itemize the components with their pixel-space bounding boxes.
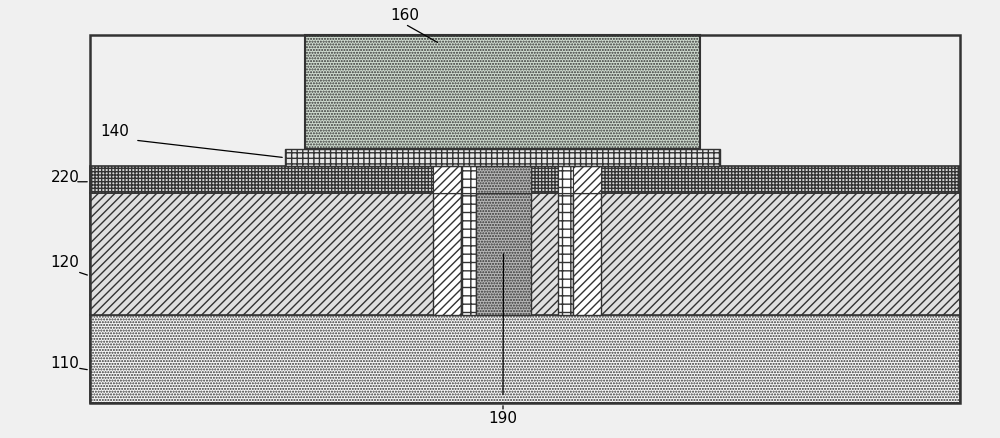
Bar xyxy=(573,193,601,315)
Bar xyxy=(90,35,960,403)
Text: 140: 140 xyxy=(101,124,129,139)
Bar xyxy=(433,166,461,193)
Bar xyxy=(305,35,700,149)
Bar xyxy=(558,166,573,193)
Bar xyxy=(558,193,573,315)
Bar xyxy=(285,149,720,166)
Bar xyxy=(461,166,476,193)
Text: 120: 120 xyxy=(51,255,79,270)
Text: 220: 220 xyxy=(51,170,79,185)
Bar xyxy=(461,193,476,315)
Bar xyxy=(476,166,531,193)
Text: 160: 160 xyxy=(390,8,420,23)
Text: 110: 110 xyxy=(51,356,79,371)
Text: 190: 190 xyxy=(488,411,518,426)
Bar xyxy=(90,193,960,315)
Bar xyxy=(433,193,461,315)
Bar xyxy=(573,166,601,193)
Bar xyxy=(90,166,960,193)
Bar xyxy=(90,315,960,403)
Bar xyxy=(476,193,531,315)
